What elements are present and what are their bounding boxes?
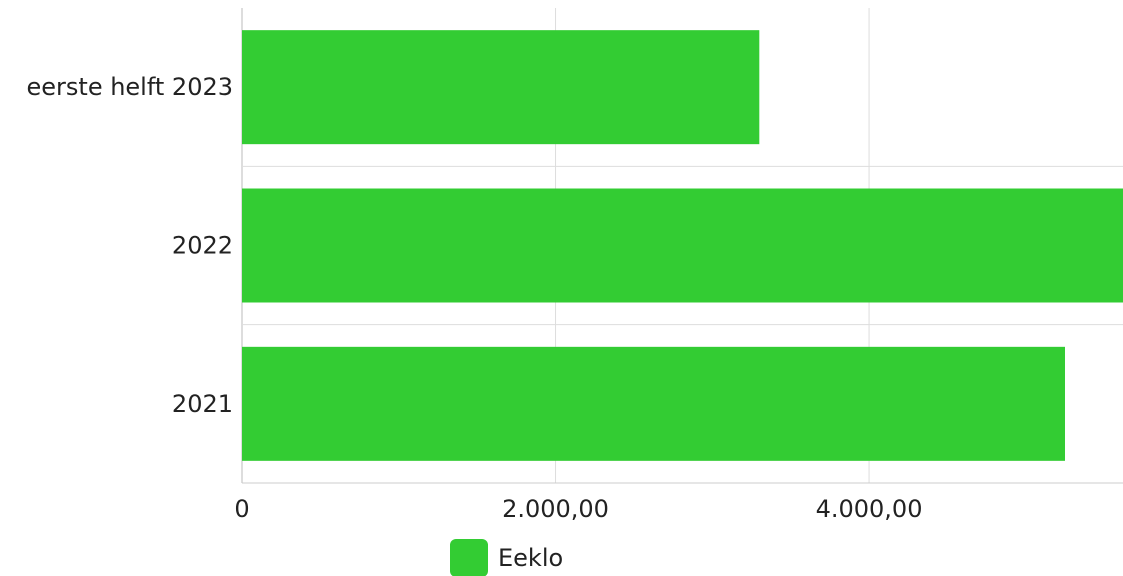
bar[interactable]	[242, 346, 1065, 461]
bar[interactable]	[242, 188, 1123, 303]
category-label: 2021	[172, 390, 233, 418]
bars	[242, 30, 1123, 461]
x-tick-label: 4.000,00	[816, 495, 923, 523]
bar[interactable]	[242, 30, 760, 145]
x-tick-label: 2.000,00	[502, 495, 609, 523]
legend[interactable]: Eeklo	[450, 539, 563, 576]
x-axis-tick-labels: 0 2.000,00 4.000,00	[234, 495, 922, 523]
legend-label[interactable]: Eeklo	[498, 544, 563, 572]
category-label: 2022	[172, 232, 233, 260]
category-label: eerste helft 2023	[27, 73, 234, 101]
x-tick-label: 0	[234, 495, 249, 523]
category-labels: eerste helft 2023 2022 2021	[27, 73, 234, 418]
legend-swatch[interactable]	[450, 539, 488, 576]
